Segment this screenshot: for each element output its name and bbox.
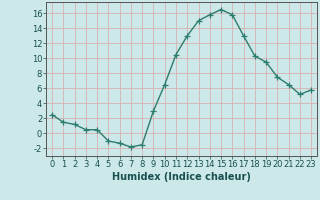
- X-axis label: Humidex (Indice chaleur): Humidex (Indice chaleur): [112, 172, 251, 182]
